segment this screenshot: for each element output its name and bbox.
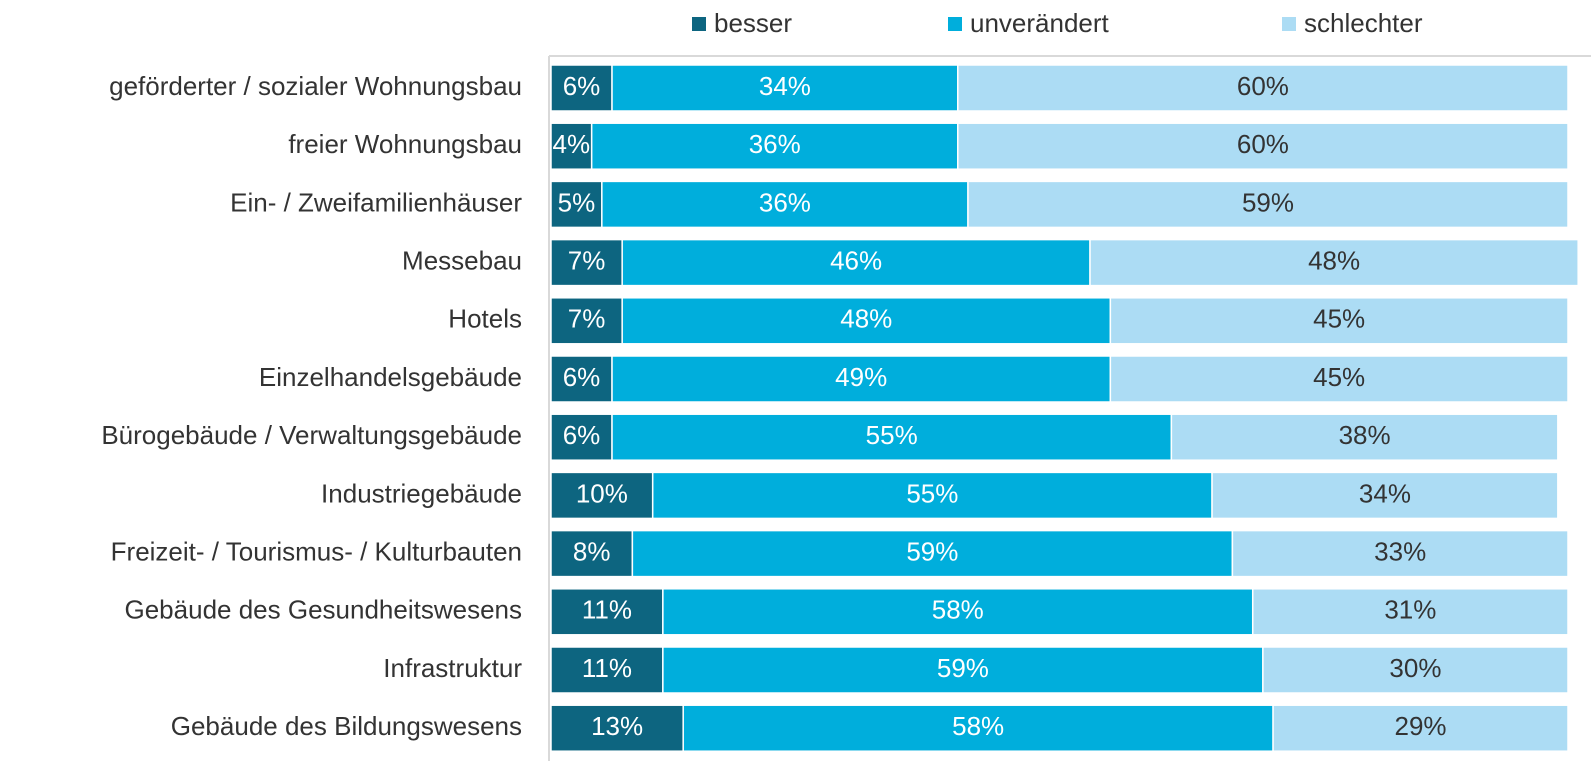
bar-segment (550, 180, 603, 229)
data-label: 36% (759, 187, 811, 217)
data-label: 7% (568, 245, 606, 275)
data-label: 31% (1384, 595, 1436, 625)
category-label: Freizeit- / Tourismus- / Kulturbauten (111, 536, 522, 566)
data-label: 59% (1242, 187, 1294, 217)
category-label: Infrastruktur (383, 653, 522, 683)
data-label: 55% (866, 420, 918, 450)
bar-segment (1109, 355, 1569, 403)
data-label: 59% (937, 653, 989, 683)
data-label: 4% (553, 129, 591, 159)
data-label: 29% (1395, 711, 1447, 741)
category-label: freier Wohnungsbau (288, 129, 522, 159)
data-label: 34% (759, 71, 811, 101)
bar-segment (550, 122, 593, 170)
category-label: Gebäude des Bildungswesens (171, 711, 522, 741)
bar-segment (621, 297, 1112, 345)
bar-segment (550, 355, 613, 403)
data-label: 11% (582, 595, 632, 625)
data-label: 45% (1313, 304, 1365, 334)
category-label: Industriegebäude (321, 478, 522, 508)
category-label: geförderter / sozialer Wohnungsbau (109, 71, 522, 101)
bar-segment (1262, 646, 1569, 694)
bar-segment (1109, 297, 1569, 345)
data-label: 58% (952, 711, 1004, 741)
legend-swatch (692, 17, 706, 31)
bar-segment (550, 471, 654, 520)
bar-segment (1231, 529, 1569, 578)
legend-label: unverändert (970, 8, 1110, 38)
category-label: Bürogebäude / Verwaltungsgebäude (101, 420, 522, 450)
bar-segment (1211, 471, 1559, 520)
category-label: Gebäude des Gesundheitswesens (125, 595, 523, 625)
data-label: 38% (1339, 420, 1391, 450)
data-label: 10% (576, 478, 628, 508)
category-label: Ein- / Zweifamilienhäuser (230, 187, 522, 217)
data-label: 55% (906, 478, 958, 508)
bar-segment (1251, 588, 1569, 636)
bar-segment (682, 704, 1274, 752)
bar-segment (611, 355, 1112, 403)
bar-segment (631, 529, 1234, 578)
bar-segment (957, 122, 1569, 170)
legend-swatch (1282, 17, 1296, 31)
data-label: 6% (563, 71, 601, 101)
data-label: 7% (568, 304, 606, 334)
bar-segment (957, 64, 1569, 112)
bar-segment (1272, 704, 1569, 752)
bar-segment (651, 471, 1213, 520)
bar-segment (1170, 413, 1559, 461)
category-label: Einzelhandelsgebäude (259, 362, 522, 392)
data-label: 36% (749, 129, 801, 159)
legend-label: besser (714, 8, 792, 38)
bar-segment (611, 413, 1173, 461)
category-label: Messebau (402, 245, 522, 275)
bar-segment (601, 180, 969, 229)
data-label: 6% (563, 362, 601, 392)
data-label: 33% (1374, 536, 1426, 566)
data-label: 48% (1308, 245, 1360, 275)
data-label: 8% (573, 536, 611, 566)
data-label: 60% (1237, 129, 1289, 159)
data-label: 6% (563, 420, 601, 450)
bar-segment (550, 238, 623, 287)
bar-segment (967, 180, 1569, 229)
data-label: 5% (558, 187, 596, 217)
data-label: 48% (840, 304, 892, 334)
data-label: 49% (835, 362, 887, 392)
data-label: 45% (1313, 362, 1365, 392)
legend-label: schlechter (1304, 8, 1423, 38)
data-label: 34% (1359, 478, 1411, 508)
data-label: 60% (1237, 71, 1289, 101)
bar-segment (611, 64, 959, 112)
bar-segment (621, 238, 1091, 287)
data-label: 11% (582, 653, 632, 683)
bar-segment (1089, 238, 1579, 287)
data-label: 13% (591, 711, 643, 741)
bar-segment (550, 646, 664, 694)
data-label: 58% (932, 595, 984, 625)
category-label: Hotels (448, 304, 522, 334)
data-label: 59% (906, 536, 958, 566)
data-label: 30% (1389, 653, 1441, 683)
legend-swatch (948, 17, 962, 31)
data-label: 46% (830, 245, 882, 275)
bar-segment (662, 646, 1264, 694)
